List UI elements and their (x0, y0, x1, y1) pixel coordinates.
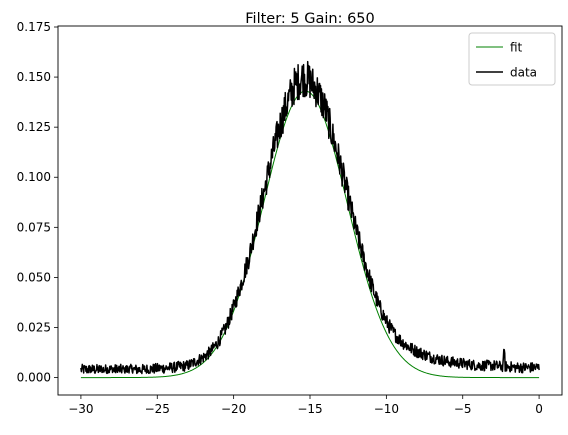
plot-area (80, 60, 540, 379)
y-tick-label: 0.175 (17, 20, 51, 34)
fit-line (80, 90, 540, 379)
x-tick-label: −20 (221, 402, 246, 416)
y-tick-label: 0.000 (17, 371, 51, 385)
y-axis: 0.000 0.025 0.050 0.075 0.100 0.125 0.150 0.175 (17, 20, 58, 385)
legend: fit data (468, 32, 556, 86)
x-tick-label: −5 (454, 402, 472, 416)
y-tick-label: 0.050 (17, 270, 51, 284)
data-series (80, 60, 540, 375)
x-tick-label: 0 (535, 402, 543, 416)
x-tick-label: −10 (374, 402, 399, 416)
chart-title: Filter: 5 Gain: 650 (245, 11, 375, 27)
y-tick-label: 0.150 (17, 70, 51, 84)
data-line (80, 60, 540, 375)
legend-data-label: data (510, 66, 537, 80)
x-tick-label: −15 (297, 402, 322, 416)
legend-fit-label: fit (510, 41, 523, 55)
y-tick-label: 0.100 (17, 170, 51, 184)
x-axis: −30 −25 −20 −15 −10 −5 0 (68, 395, 543, 416)
fit-series (80, 90, 540, 379)
x-tick-label: −30 (68, 402, 93, 416)
y-tick-label: 0.025 (17, 320, 51, 334)
y-tick-label: 0.075 (17, 220, 51, 234)
x-tick-label: −25 (145, 402, 170, 416)
y-tick-label: 0.125 (17, 120, 51, 134)
